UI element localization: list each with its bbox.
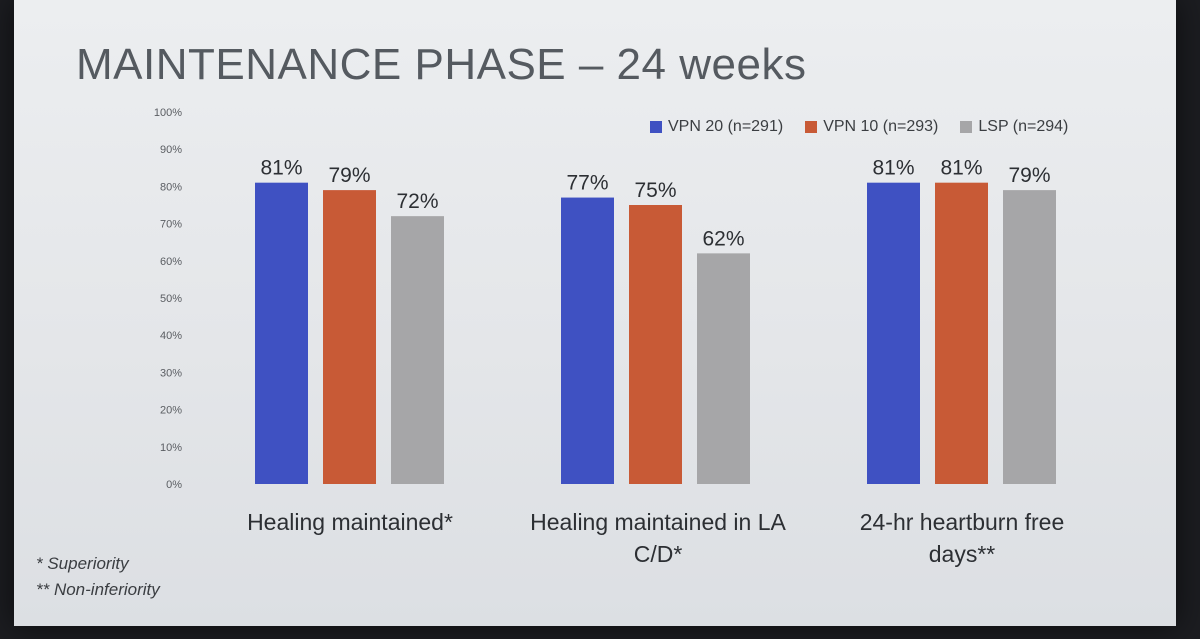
y-tick-label: 80% [160, 181, 182, 193]
bar [1003, 190, 1056, 484]
slide-title: MAINTENANCE PHASE – 24 weeks [76, 40, 807, 89]
legend-swatch-vpn20 [650, 121, 662, 133]
bar [867, 182, 920, 484]
y-tick-label: 50% [160, 293, 182, 305]
footnote-non-inferiority: ** Non-inferiority [36, 580, 160, 599]
y-tick-label: 30% [160, 367, 182, 379]
legend-label-lsp: LSP (n=294) [978, 118, 1069, 135]
legend-label-vpn20: VPN 20 (n=291) [668, 118, 784, 135]
bar [323, 190, 376, 484]
y-tick-label: 0% [166, 479, 182, 491]
legend-item-vpn10: VPN 10 (n=293) [805, 118, 938, 136]
bar [561, 197, 614, 484]
y-tick-label: 90% [160, 144, 182, 156]
y-tick-label: 100% [154, 107, 182, 119]
data-labels: 81% 79% 72% 77% 75% 62% 81% 81% 79% [260, 157, 1050, 251]
category-label-heartburn-free: 24-hr heartburn free days** [859, 509, 1065, 567]
bar [697, 253, 750, 484]
category-label-healing-maintained: Healing maintained* [247, 509, 453, 535]
y-tick-label: 70% [160, 219, 182, 231]
data-label: 72% [396, 190, 438, 213]
legend-item-lsp: LSP (n=294) [960, 118, 1068, 136]
footnote-superiority: * Superiority [36, 554, 129, 573]
legend-label-vpn10: VPN 10 (n=293) [823, 118, 939, 135]
y-tick-label: 60% [160, 256, 182, 268]
legend-swatch-vpn10 [805, 121, 818, 133]
data-label: 77% [566, 172, 608, 195]
legend-item-vpn20: VPN 20 (n=291) [650, 118, 783, 136]
bar-chart: 0% 10% 20% 30% 40% 50% 60% 70% 80% 90% 100% 81% 79%… [154, 107, 1056, 491]
data-label: 75% [634, 179, 676, 202]
data-label: 62% [702, 227, 744, 250]
y-tick-label: 40% [160, 330, 182, 342]
bar-series [255, 182, 1056, 484]
bar [629, 205, 682, 484]
legend-swatch-lsp [960, 121, 973, 133]
bar [935, 182, 988, 484]
data-label: 81% [940, 157, 982, 180]
data-label: 81% [872, 157, 914, 180]
y-tick-label: 10% [160, 442, 182, 454]
projection-screen: MAINTENANCE PHASE – 24 weeks VPN 20 (n=2… [14, 0, 1176, 626]
bar [391, 216, 444, 484]
bar [255, 182, 308, 484]
y-tick-label: 20% [160, 405, 182, 417]
data-label: 79% [328, 164, 370, 187]
category-label-healing-la-cd: Healing maintained in LA C/D* [530, 509, 786, 567]
data-label: 81% [260, 157, 302, 180]
chart-legend: VPN 20 (n=291) VPN 10 (n=293) LSP (n=294… [650, 114, 1068, 140]
y-axis: 0% 10% 20% 30% 40% 50% 60% 70% 80% 90% 100% [154, 107, 182, 491]
data-label: 79% [1008, 164, 1050, 187]
